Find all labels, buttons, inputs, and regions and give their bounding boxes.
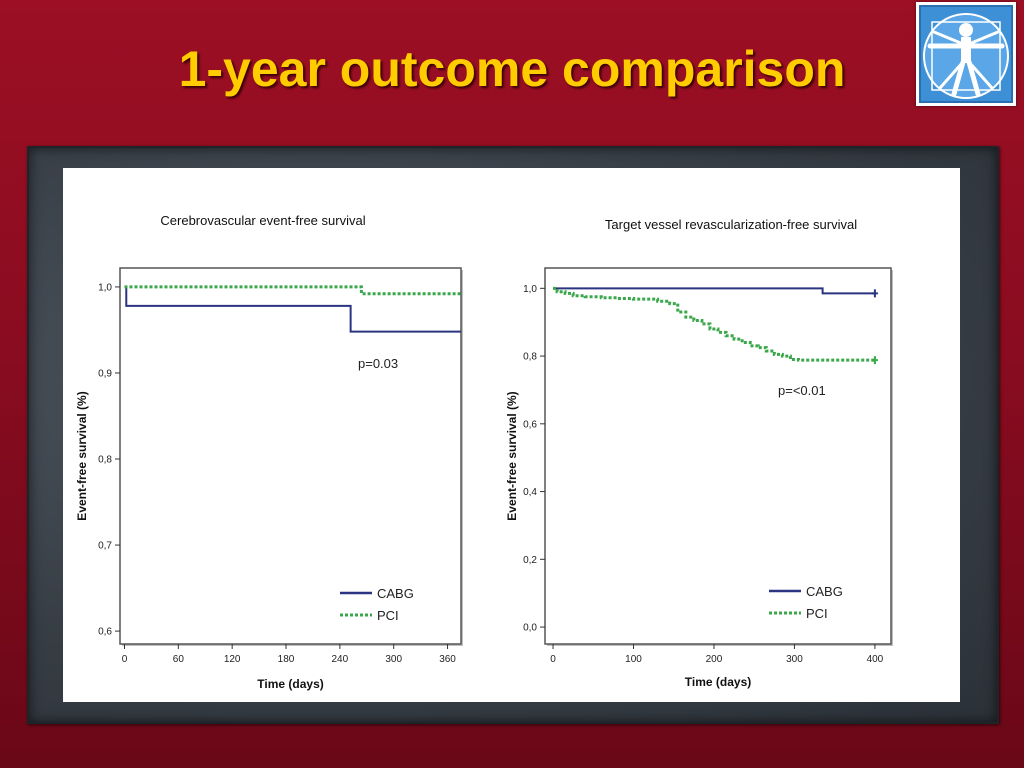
x-tick-label: 180 xyxy=(278,654,295,665)
x-tick-label: 200 xyxy=(706,654,723,665)
legend-label-cabg: CABG xyxy=(806,584,843,599)
x-tick-label: 0 xyxy=(122,654,128,665)
legend-label-pci: PCI xyxy=(806,606,828,621)
series-end-marker xyxy=(871,356,878,365)
slide-title: 1-year outcome comparison xyxy=(178,41,846,97)
vitruvian-man-logo-icon xyxy=(916,2,1016,106)
y-tick-label: 0,6 xyxy=(98,627,112,638)
x-tick-label: 360 xyxy=(439,654,456,665)
y-tick-label: 0,8 xyxy=(98,455,112,466)
chart-1: Cerebrovascular event-free survival 0,6 0,… xyxy=(75,213,463,691)
chart-2: Target vessel revascularization-free sur… xyxy=(505,217,893,689)
x-tick-label: 100 xyxy=(625,654,642,665)
x-axis-label: Time (days) xyxy=(685,675,751,689)
x-axis-label: Time (days) xyxy=(257,677,323,691)
y-tick-label: 0,7 xyxy=(98,541,112,552)
x-tick-label: 0 xyxy=(550,654,556,665)
series-line-pci xyxy=(124,285,461,296)
x-tick-label: 400 xyxy=(867,654,884,665)
p-value-annotation: p=0.03 xyxy=(358,356,398,371)
chart-title: Cerebrovascular event-free survival xyxy=(160,213,365,228)
y-tick-label: 1,0 xyxy=(98,282,112,293)
y-tick-label: 0,8 xyxy=(523,352,537,363)
y-tick-label: 1,0 xyxy=(523,284,537,295)
x-tick-label: 300 xyxy=(786,654,803,665)
x-tick-label: 240 xyxy=(332,654,349,665)
survival-charts: Cerebrovascular event-free survival 0,6 0,… xyxy=(75,213,893,691)
y-tick-label: 0,0 xyxy=(523,623,537,634)
x-tick-label: 300 xyxy=(385,654,402,665)
y-tick-label: 0,9 xyxy=(98,368,112,379)
series-line-cabg xyxy=(553,287,875,295)
p-value-annotation: p=<0.01 xyxy=(778,383,826,398)
y-axis-label: Event-free survival (%) xyxy=(505,391,519,520)
x-tick-label: 60 xyxy=(173,654,185,665)
x-tick-label: 120 xyxy=(224,654,241,665)
y-axis-label: Event-free survival (%) xyxy=(75,391,89,520)
chart-title: Target vessel revascularization-free sur… xyxy=(605,217,857,232)
y-tick-label: 0,2 xyxy=(523,555,537,566)
series-end-marker xyxy=(871,289,878,298)
plot-area xyxy=(119,267,462,645)
y-tick-label: 0,4 xyxy=(523,487,537,498)
series-line-pci xyxy=(553,286,875,362)
legend-label-pci: PCI xyxy=(377,608,399,623)
legend-label-cabg: CABG xyxy=(377,586,414,601)
y-tick-label: 0,6 xyxy=(523,419,537,430)
chart-panel: Cerebrovascular event-free survival 0,6 0,… xyxy=(63,168,960,702)
